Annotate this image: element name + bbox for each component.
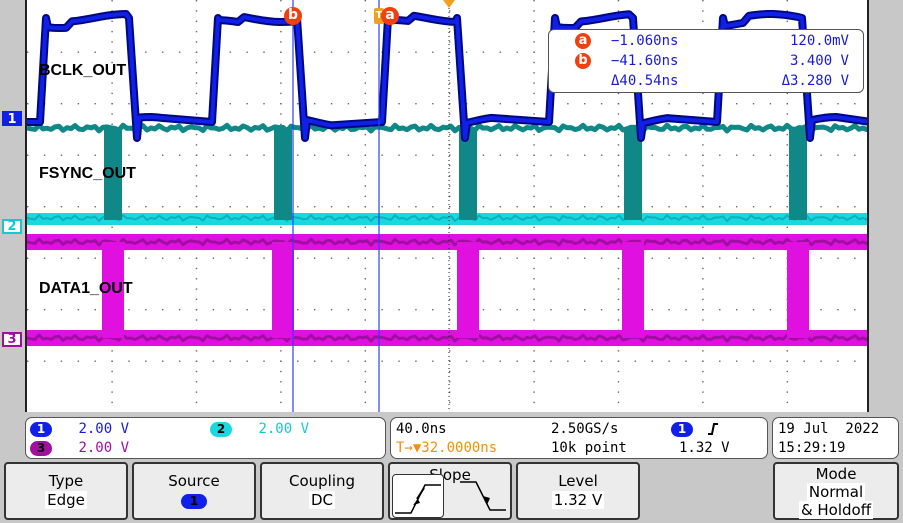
cursor-b-row: b −41.60ns 3.400 V bbox=[549, 51, 863, 71]
label-bclk-out: BCLK_OUT bbox=[39, 62, 127, 79]
type-title: Type bbox=[48, 472, 84, 490]
ch2-badge-icon: 2 bbox=[210, 422, 232, 437]
cursor-a-time: −1.060ns bbox=[611, 33, 679, 49]
trigger-t-flag: T bbox=[374, 8, 384, 24]
source-title: Source bbox=[168, 472, 220, 490]
ch3-badge-icon: 3 bbox=[30, 441, 52, 456]
ch3-scale-value: 2.00 V bbox=[78, 440, 130, 456]
timebase[interactable]: 40.0ns bbox=[396, 421, 447, 437]
ch3-scale[interactable]: 3 2.00 V bbox=[30, 440, 129, 456]
date: 19 Jul 2022 bbox=[778, 421, 880, 437]
coupling-value: DC bbox=[308, 491, 336, 509]
falling-slope-icon bbox=[460, 481, 506, 511]
cursor-delta-row: Δ40.54ns Δ3.280 V bbox=[549, 71, 863, 91]
trigger-position[interactable]: T→▼32.0000ns bbox=[396, 440, 498, 456]
trigger-coupling-button[interactable]: Coupling DC bbox=[260, 462, 384, 520]
source-badge-icon: 1 bbox=[181, 494, 207, 509]
record-length: 10k point bbox=[551, 440, 627, 456]
label-data1-out: DATA1_OUT bbox=[39, 280, 133, 297]
cursor-a-badge-icon: a bbox=[575, 33, 591, 49]
type-value: Edge bbox=[45, 491, 87, 509]
cursor-b-flag[interactable]: b bbox=[284, 7, 302, 25]
ch2-scale[interactable]: 2 2.00 V bbox=[210, 421, 309, 437]
trigger-source-button[interactable]: Source 1 bbox=[132, 462, 256, 520]
cursor-a-row: a −1.060ns 120.0mV bbox=[549, 31, 863, 51]
ch3-ground-marker[interactable]: 3 bbox=[2, 332, 22, 347]
ch1-scale-value: 2.00 V bbox=[78, 421, 130, 437]
channel-scale-panel: 1 2.00 V 2 2.00 V 3 2.00 V bbox=[25, 417, 386, 459]
level-value: 1.32 V bbox=[551, 491, 605, 509]
time: 15:29:19 bbox=[778, 440, 846, 456]
rising-edge-icon bbox=[708, 423, 718, 435]
trigger-mode-button[interactable]: Mode Normal & Holdoff bbox=[773, 462, 899, 520]
rising-slope-icon bbox=[395, 484, 441, 514]
mode-value: Normal bbox=[806, 483, 866, 501]
cursor-b-value: 3.400 V bbox=[789, 53, 849, 69]
label-fsync-out: FSYNC_OUT bbox=[39, 165, 136, 182]
ch2-ground-marker[interactable]: 2 bbox=[2, 219, 22, 234]
holdoff-value: & Holdoff bbox=[798, 501, 874, 519]
cursor-b-time: −41.60ns bbox=[611, 53, 679, 69]
waveform-display[interactable]: BCLK_OUT FSYNC_OUT DATA1_OUT b T a a −1.… bbox=[25, 0, 869, 412]
trigger-position-marker-icon[interactable] bbox=[443, 0, 455, 8]
ch1-scale[interactable]: 1 2.00 V bbox=[30, 421, 129, 437]
cursor-delta-value: Δ3.280 V bbox=[781, 73, 849, 89]
trigger-level-button[interactable]: Level 1.32 V bbox=[516, 462, 640, 520]
cursor-b-badge-icon: b bbox=[575, 53, 591, 69]
slope-rising-option[interactable] bbox=[392, 474, 444, 518]
trigger-type-button[interactable]: Type Edge bbox=[4, 462, 128, 520]
slope-falling-option[interactable] bbox=[458, 474, 510, 518]
trigger-source-badge-icon: 1 bbox=[671, 422, 693, 437]
trigger-level-readout: 1.32 V bbox=[679, 440, 730, 456]
ch1-badge-icon: 1 bbox=[30, 422, 52, 437]
acquisition-panel: 40.0ns T→▼32.0000ns 2.50GS/s 10k point 1… bbox=[390, 417, 768, 459]
cursor-delta-time: Δ40.54ns bbox=[611, 73, 679, 89]
datetime-panel: 19 Jul 2022 15:29:19 bbox=[772, 417, 899, 459]
mode-title: Mode bbox=[815, 465, 857, 483]
cursor-lines bbox=[292, 0, 450, 412]
cursor-a-flag[interactable]: a bbox=[381, 7, 399, 25]
waveform-traces bbox=[27, 10, 867, 346]
ch2-scale-value: 2.00 V bbox=[258, 421, 310, 437]
graticule-and-traces bbox=[27, 0, 867, 412]
ch1-ground-marker[interactable]: 1 bbox=[2, 111, 22, 127]
sample-rate: 2.50GS/s bbox=[551, 421, 619, 437]
cursor-a-value: 120.0mV bbox=[789, 33, 849, 49]
cursor-readout-panel: a −1.060ns 120.0mV b −41.60ns 3.400 V Δ4… bbox=[548, 29, 864, 93]
level-title: Level bbox=[558, 472, 598, 490]
trigger-position-icon: T→▼ bbox=[396, 440, 422, 456]
graticule-grid bbox=[27, 0, 856, 404]
coupling-title: Coupling bbox=[288, 472, 356, 490]
